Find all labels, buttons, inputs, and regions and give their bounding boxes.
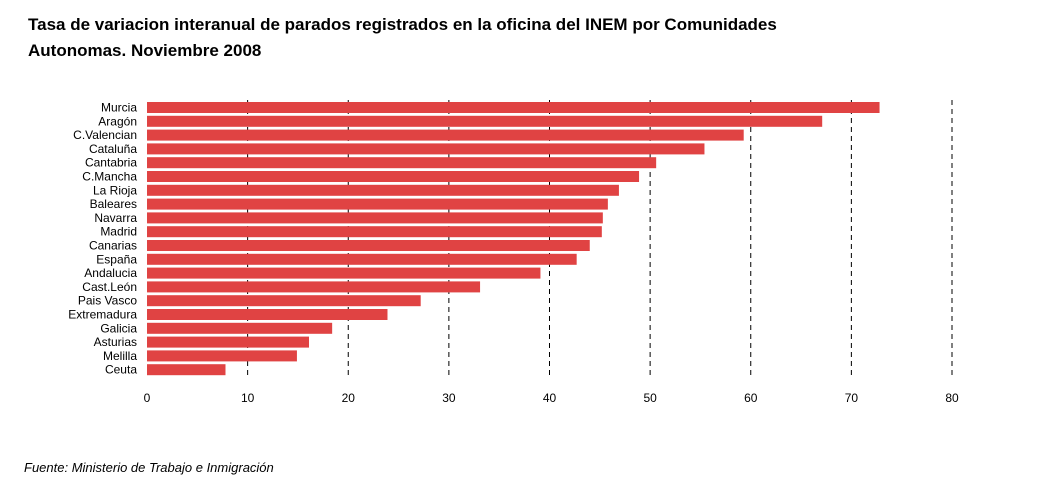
x-tick-labels: 0 10 20 30 40 50 60 70 80 [144, 391, 959, 405]
bar [147, 115, 823, 127]
bar [147, 171, 640, 182]
category-label: Baleares [90, 197, 137, 211]
category-label: Cataluña [89, 142, 137, 156]
category-label: Asturias [94, 335, 137, 349]
x-tick-label: 60 [744, 391, 758, 405]
category-label: Extremadura [68, 308, 137, 322]
bar [147, 253, 577, 265]
category-label: Murcia [101, 101, 137, 115]
bar [147, 102, 880, 113]
category-label: Pais Vasco [78, 294, 137, 308]
category-label: Melilla [103, 349, 137, 363]
bar [147, 309, 388, 320]
category-label: Galicia [100, 321, 137, 335]
bar [147, 295, 421, 307]
category-label: La Rioja [93, 183, 137, 197]
bar [147, 336, 310, 348]
category-label: Ceuta [105, 363, 137, 377]
bar [147, 184, 619, 196]
bar [147, 198, 608, 210]
bar [147, 143, 705, 155]
bar [147, 129, 744, 141]
bar [147, 350, 297, 362]
bar [147, 212, 603, 224]
category-label: Canarias [89, 239, 137, 253]
category-label: España [96, 252, 137, 266]
bars [147, 102, 880, 376]
source-note: Fuente: Ministerio de Trabajo e Inmigrac… [24, 460, 274, 475]
bar [147, 157, 657, 169]
category-label: Madrid [100, 225, 137, 239]
x-tick-label: 20 [342, 391, 356, 405]
x-tick-label: 50 [643, 391, 657, 405]
x-tick-label: 10 [241, 391, 255, 405]
bar [147, 364, 226, 376]
bar [147, 322, 333, 334]
gridlines [247, 100, 953, 378]
bar [147, 267, 541, 279]
category-label: Aragón [98, 114, 137, 128]
x-tick-label: 30 [442, 391, 456, 405]
x-tick-label: 40 [543, 391, 557, 405]
category-labels: MurciaAragónC.ValencianCataluñaCantabria… [68, 101, 137, 377]
bar [147, 281, 481, 293]
x-tick-label: 0 [144, 391, 151, 405]
category-label: Cast.León [82, 280, 137, 294]
category-label: Andalucia [84, 266, 137, 280]
category-label: C.Valencian [73, 128, 137, 142]
chart-title: Tasa de variacion interanual de parados … [28, 15, 777, 60]
x-tick-label: 70 [845, 391, 859, 405]
x-tick-label: 80 [945, 391, 959, 405]
bar [147, 226, 602, 238]
category-label: Cantabria [85, 156, 137, 170]
bar [147, 240, 590, 251]
category-label: C.Mancha [82, 170, 137, 184]
category-label: Navarra [94, 211, 137, 225]
